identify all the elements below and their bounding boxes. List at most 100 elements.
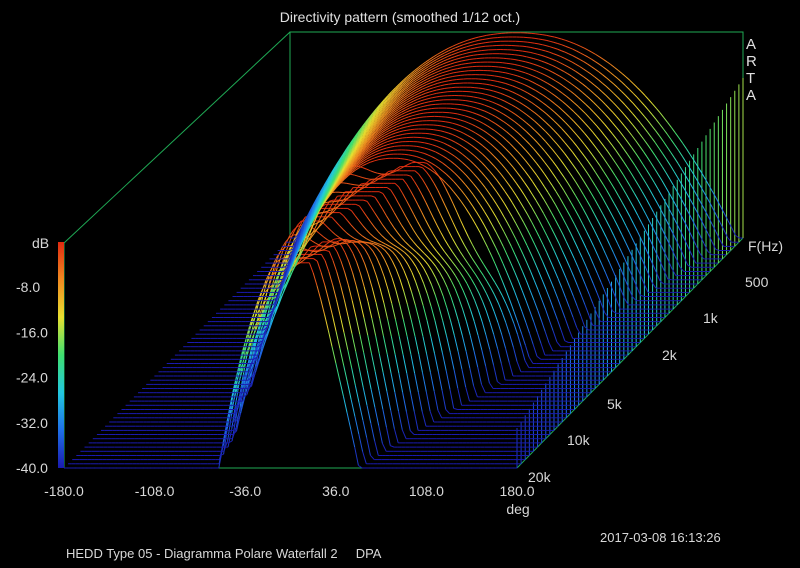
waterfall-curve-segment: [421, 411, 427, 427]
waterfall-curve-segment: [462, 277, 468, 285]
waterfall-curve-segment: [310, 232, 316, 239]
waterfall-curve-segment: [424, 142, 429, 145]
waterfall-curve-segment: [334, 243, 339, 247]
waterfall-curve-segment: [547, 179, 553, 186]
waterfall-curve-segment: [379, 265, 385, 277]
waterfall-curve-segment: [403, 270, 409, 281]
waterfall-curve-segment: [480, 109, 485, 112]
waterfall-curve-segment: [394, 138, 399, 140]
waterfall-curve-segment: [454, 156, 460, 160]
waterfall-curve-segment: [520, 177, 526, 183]
waterfall-curve-segment: [378, 218, 383, 225]
waterfall-curve-segment: [293, 224, 299, 233]
waterfall-curve-segment: [522, 253, 528, 263]
waterfall-curve-segment: [474, 273, 480, 281]
waterfall-curve-segment: [508, 362, 514, 377]
waterfall-curve-segment: [379, 142, 384, 146]
waterfall-curve-segment: [437, 124, 442, 127]
waterfall-curve-segment: [346, 196, 351, 200]
waterfall-curve-segment: [486, 280, 492, 288]
waterfall-curve-segment: [470, 144, 476, 149]
waterfall-curve-segment: [540, 157, 546, 163]
waterfall-curve-segment: [461, 190, 466, 196]
waterfall-curve-segment: [355, 167, 360, 171]
waterfall-curve-segment: [453, 112, 458, 115]
waterfall-curve-segment: [416, 245, 422, 251]
waterfall-curve-segment: [556, 166, 561, 172]
waterfall-curve-segment: [451, 140, 456, 143]
waterfall-curve-segment: [477, 102, 482, 105]
waterfall-curve-segment: [322, 247, 328, 251]
waterfall-curve-segment: [537, 310, 542, 321]
waterfall-curve-segment: [371, 149, 376, 153]
waterfall-curve-segment: [322, 217, 327, 221]
waterfall-curve-segment: [479, 257, 484, 265]
waterfall-curve-segment: [318, 246, 324, 251]
waterfall-curve-segment: [247, 385, 252, 389]
waterfall-curve-segment: [559, 183, 565, 191]
waterfall-curve-segment: [431, 261, 437, 267]
waterfall-curve-segment: [353, 157, 359, 162]
waterfall-curve-segment: [399, 130, 404, 133]
waterfall-curve-segment: [445, 182, 451, 188]
waterfall-curve-segment: [378, 151, 383, 154]
waterfall-curve-segment: [366, 437, 371, 456]
waterfall-curve-segment: [315, 230, 321, 235]
waterfall-curve-segment: [562, 233, 567, 243]
waterfall-curve-segment: [407, 162, 413, 165]
waterfall-curve-segment: [569, 249, 575, 259]
waterfall-curve-segment: [408, 112, 413, 115]
waterfall-curve-segment: [234, 405, 239, 410]
waterfall-curve-segment: [530, 271, 535, 281]
waterfall-curve-segment: [396, 122, 401, 125]
waterfall-curve-segment: [490, 275, 496, 283]
waterfall-curve-segment: [272, 299, 278, 310]
waterfall-curve-segment: [549, 298, 554, 309]
waterfall-curve-segment: [414, 181, 419, 189]
waterfall-curve-segment: [412, 248, 417, 253]
waterfall-curve-segment: [463, 267, 468, 274]
waterfall-curve-segment: [447, 138, 453, 141]
waterfall-curve-segment: [498, 125, 504, 130]
waterfall-curve-segment: [498, 272, 504, 283]
waterfall-curve-segment: [242, 342, 248, 362]
waterfall-curve-segment: [495, 217, 501, 225]
waterfall-curve-segment: [393, 116, 398, 120]
waterfall-curve-segment: [567, 170, 573, 177]
waterfall-curve-segment: [352, 253, 358, 263]
waterfall-curve-segment: [369, 242, 374, 246]
waterfall-curve-segment: [383, 258, 389, 268]
waterfall-curve-segment: [242, 353, 248, 375]
waterfall-curve-segment: [534, 261, 539, 271]
waterfall-curve-segment: [477, 366, 482, 385]
waterfall-curve-segment: [461, 368, 467, 388]
waterfall-curve-segment: [489, 322, 495, 335]
waterfall-curve-segment: [352, 165, 357, 170]
waterfall-curve-segment: [409, 207, 415, 215]
waterfall-curve-segment: [616, 279, 622, 290]
waterfall-curve-segment: [623, 297, 629, 306]
waterfall-curve-segment: [473, 164, 479, 169]
waterfall-curve-segment: [426, 167, 432, 171]
waterfall-curve-segment: [375, 150, 380, 153]
waterfall-curve-segment: [408, 109, 413, 112]
waterfall-curve-segment: [509, 334, 514, 348]
waterfall-curve-segment: [383, 276, 389, 290]
waterfall-curve-segment: [347, 170, 353, 175]
waterfall-curve-segment: [586, 200, 592, 208]
waterfall-curve-segment: [432, 96, 437, 99]
waterfall-curve-segment: [232, 430, 237, 435]
waterfall-curve-segment: [392, 251, 397, 258]
waterfall-curve-segment: [348, 157, 353, 163]
waterfall-curve-segment: [531, 221, 536, 230]
waterfall-curve-segment: [375, 301, 381, 319]
waterfall-curve-segment: [431, 156, 436, 159]
waterfall-curve-segment: [248, 375, 253, 381]
waterfall-curve-segment: [457, 388, 463, 406]
waterfall-curve-segment: [535, 187, 541, 194]
waterfall-curve-segment: [348, 246, 354, 254]
waterfall-curve-segment: [505, 168, 510, 174]
waterfall-curve-segment: [511, 202, 517, 210]
waterfall-curve-segment: [495, 246, 500, 256]
waterfall-curve-segment: [403, 164, 409, 167]
